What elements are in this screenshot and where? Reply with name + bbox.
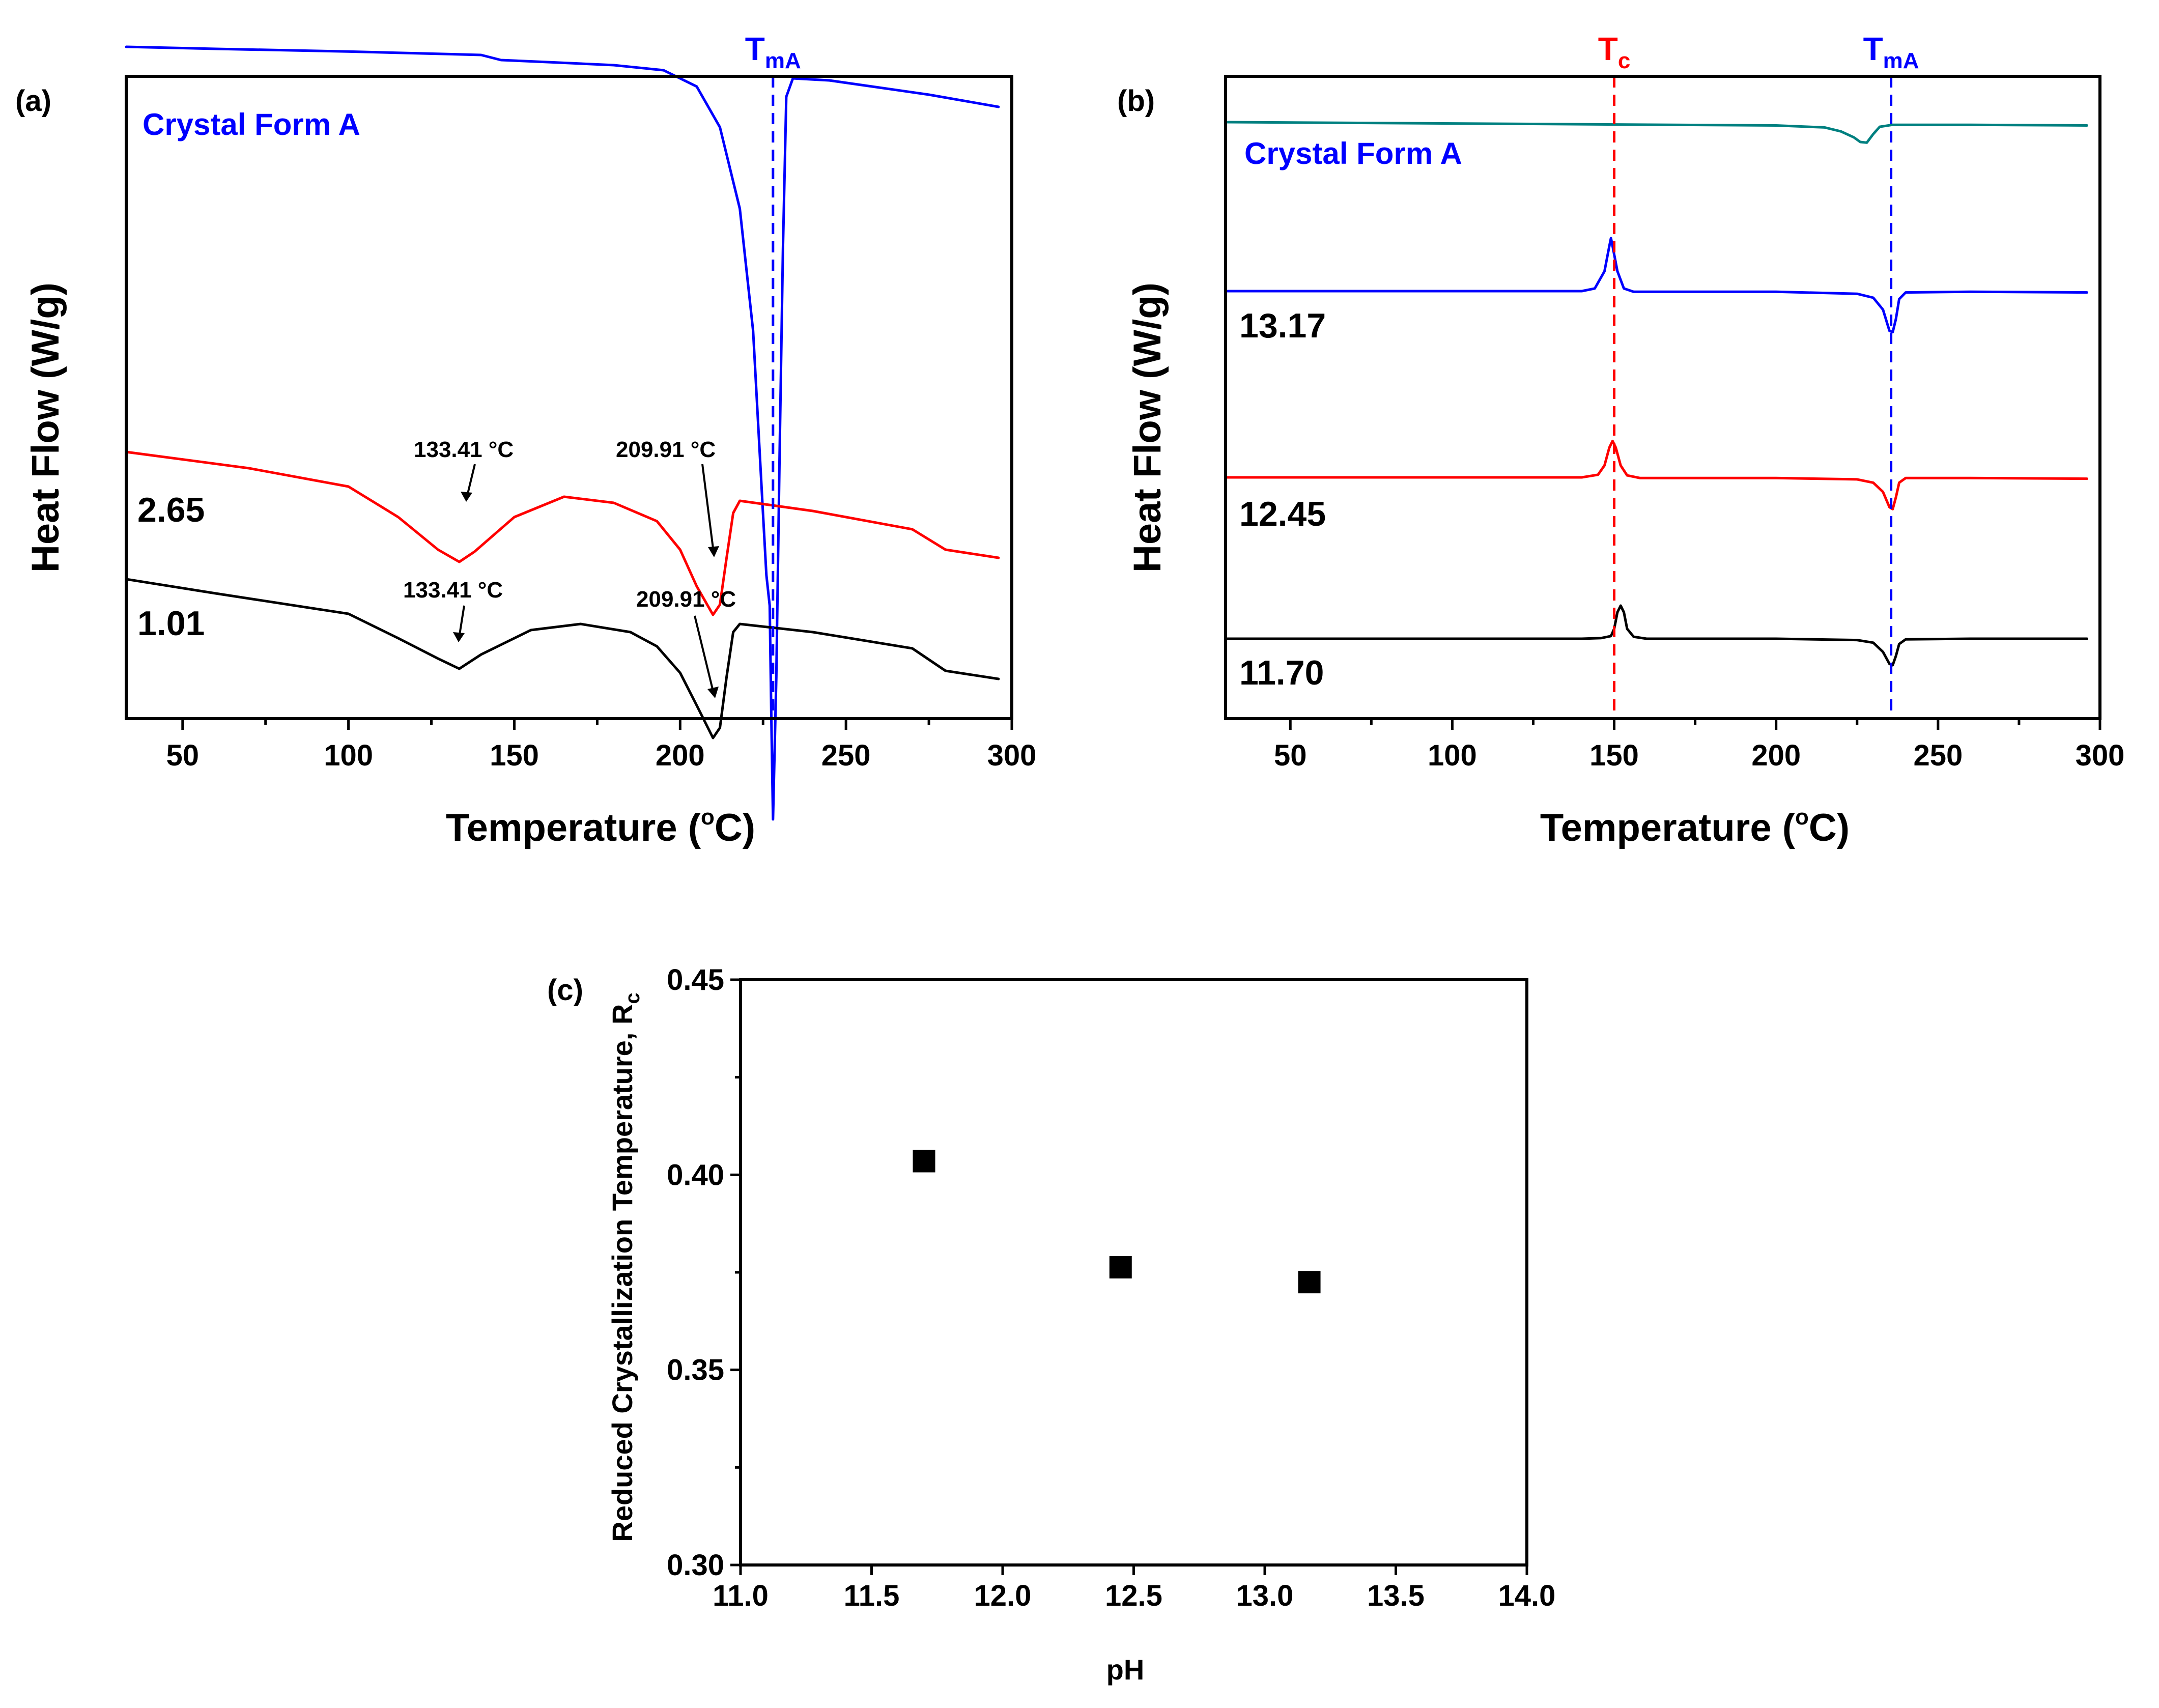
reference-line-symbol: T — [1598, 31, 1618, 67]
x-tick-label: 150 — [1589, 739, 1639, 772]
panel-c: (c) Reduced Crystallization Temperature,… — [547, 963, 1555, 1686]
panel-b-crystal-form-a-label: Crystal Form A — [1244, 136, 1462, 170]
panel-c-x-axis-label: pH — [1106, 1654, 1145, 1686]
series-line-crystal-form-a — [1224, 121, 2088, 144]
panel-a-xlabel-main: Temperature ( — [446, 806, 701, 849]
panel-a-annotation-arrowhead — [453, 632, 465, 642]
panel-b-y-axis-label: Heat Flow (W/g) — [1126, 282, 1169, 573]
scatter-point-ph-13-17 — [1298, 1271, 1321, 1294]
x-tick-label: 250 — [821, 739, 871, 772]
x-tick-label: 100 — [1428, 739, 1477, 772]
x-tick-label: 12.0 — [974, 1579, 1032, 1612]
panel-a-y-axis-label: Heat Flow (W/g) — [24, 282, 67, 573]
x-tick-label: 100 — [324, 739, 373, 772]
panel-b-series-11-70-label: 11.70 — [1239, 653, 1324, 692]
x-tick-label: 11.5 — [844, 1579, 900, 1612]
x-tick-label: 50 — [166, 739, 200, 772]
panel-a-annotation-arrowhead — [707, 687, 719, 698]
panel-a-reference-lines: TmA — [745, 31, 801, 719]
x-tick-label: 14.0 — [1498, 1579, 1556, 1612]
panel-a-annotation-arrow — [694, 615, 715, 694]
series-line-13-17 — [1224, 237, 2088, 334]
x-tick-label: 300 — [2076, 739, 2125, 772]
panel-a-x-ticks: 50 100 150 200 250 300 — [166, 719, 1037, 772]
scatter-point-ph-11-7 — [913, 1150, 935, 1173]
reference-line-subscript: mA — [1883, 48, 1919, 73]
panel-b-series-13-17-label: 13.17 — [1239, 306, 1326, 345]
panel-a-series-2-65-label: 2.65 — [137, 491, 205, 529]
panel-a-annotation-peak1-1-01: 133.41 °C — [403, 578, 503, 603]
panel-c-label: (c) — [547, 974, 583, 1007]
panel-b-series — [1224, 121, 2088, 667]
panel-a-xlabel-unit: C) — [715, 806, 755, 849]
panel-a-annotation-arrowhead — [461, 492, 472, 502]
panel-b-label: (b) — [1117, 84, 1155, 118]
series-line-12-45 — [1224, 440, 2088, 510]
panel-c-y-axis-label: Reduced Crystallization Temperature, Rc — [606, 992, 644, 1542]
panel-a-annotation-peak2-2-65: 209.91 °C — [616, 437, 716, 462]
reference-line-subscript: mA — [765, 48, 801, 73]
panel-a: (a) Heat Flow (W/g) Temperature (oC) 50 1… — [15, 31, 1036, 849]
panel-b-plot-frame — [1224, 75, 2101, 720]
series-line-1-01 — [125, 578, 1000, 739]
panel-a-series-1-01-label: 1.01 — [137, 604, 205, 643]
panel-a-annotation-arrow — [458, 605, 465, 638]
panel-a-annotation-peak2-1-01: 209.91 °C — [636, 587, 736, 612]
y-tick-label: 0.40 — [667, 1158, 724, 1191]
panel-a-x-axis-label: Temperature (oC) — [446, 805, 755, 849]
panel-c-plot-frame — [739, 978, 1528, 1567]
x-tick-label: 13.5 — [1367, 1579, 1425, 1612]
panel-a-annotation-peak1-2-65: 133.41 °C — [414, 437, 514, 462]
reference-line-symbol: T — [745, 31, 765, 67]
x-tick-label: 11.0 — [713, 1579, 769, 1612]
y-tick-label: 0.30 — [667, 1549, 724, 1582]
reference-line-label: Tc — [1598, 31, 1631, 73]
panel-b: (b) Heat Flow (W/g) Temperature (oC) 50 1… — [1117, 31, 2124, 849]
panel-c-ticks: 11.0 11.5 12.0 12.5 13.0 13.5 14.0 0.30 0.35 0.40… — [667, 963, 1555, 1612]
x-tick-label: 250 — [1913, 739, 1963, 772]
panel-b-x-ticks: 50 100 150 200 250 300 — [1274, 719, 2124, 772]
panel-c-ylabel-sub: c — [621, 992, 644, 1004]
x-tick-label: 200 — [1751, 739, 1801, 772]
x-tick-label: 13.0 — [1236, 1579, 1294, 1612]
y-tick-label: 0.45 — [667, 963, 724, 997]
panel-b-series-12-45-label: 12.45 — [1239, 495, 1326, 533]
panel-a-crystal-form-a-label: Crystal Form A — [143, 107, 360, 141]
panel-b-x-axis-label: Temperature (oC) — [1540, 805, 1850, 849]
panel-a-annotation-arrow — [466, 464, 476, 498]
reference-line-label: TmA — [1863, 31, 1919, 73]
panel-b-xlabel-unit: C) — [1809, 806, 1850, 849]
panel-c-points — [913, 1150, 1321, 1294]
panel-c-ylabel-main: Reduced Crystallization Temperature, R — [606, 1004, 638, 1542]
panel-b-reference-lines: Tc TmA — [1598, 31, 1919, 719]
reference-line-subscript: c — [1618, 48, 1630, 73]
panel-b-xlabel-degree: o — [1795, 805, 1809, 830]
panel-b-xlabel-main: Temperature ( — [1540, 806, 1796, 849]
panel-a-label: (a) — [15, 84, 51, 118]
panel-a-xlabel-degree: o — [701, 805, 715, 830]
reference-line-label: TmA — [745, 31, 801, 73]
series-line-11-70 — [1224, 604, 2088, 667]
series-line-2-65 — [125, 450, 1000, 616]
panel-a-annotation-arrow — [701, 464, 715, 553]
x-tick-label: 300 — [987, 739, 1037, 772]
x-tick-label: 12.5 — [1105, 1579, 1162, 1612]
x-tick-label: 50 — [1274, 739, 1307, 772]
series-line-crystal-form-a — [125, 45, 1000, 821]
panel-a-annotation-arrowhead — [708, 546, 719, 557]
panel-a-plot-frame — [125, 75, 1013, 720]
x-tick-label: 200 — [656, 739, 705, 772]
x-tick-label: 150 — [490, 739, 539, 772]
reference-line-symbol: T — [1863, 31, 1883, 67]
scatter-point-ph-12-45 — [1109, 1256, 1132, 1279]
y-tick-label: 0.35 — [667, 1354, 724, 1387]
panel-a-series — [125, 45, 1000, 821]
